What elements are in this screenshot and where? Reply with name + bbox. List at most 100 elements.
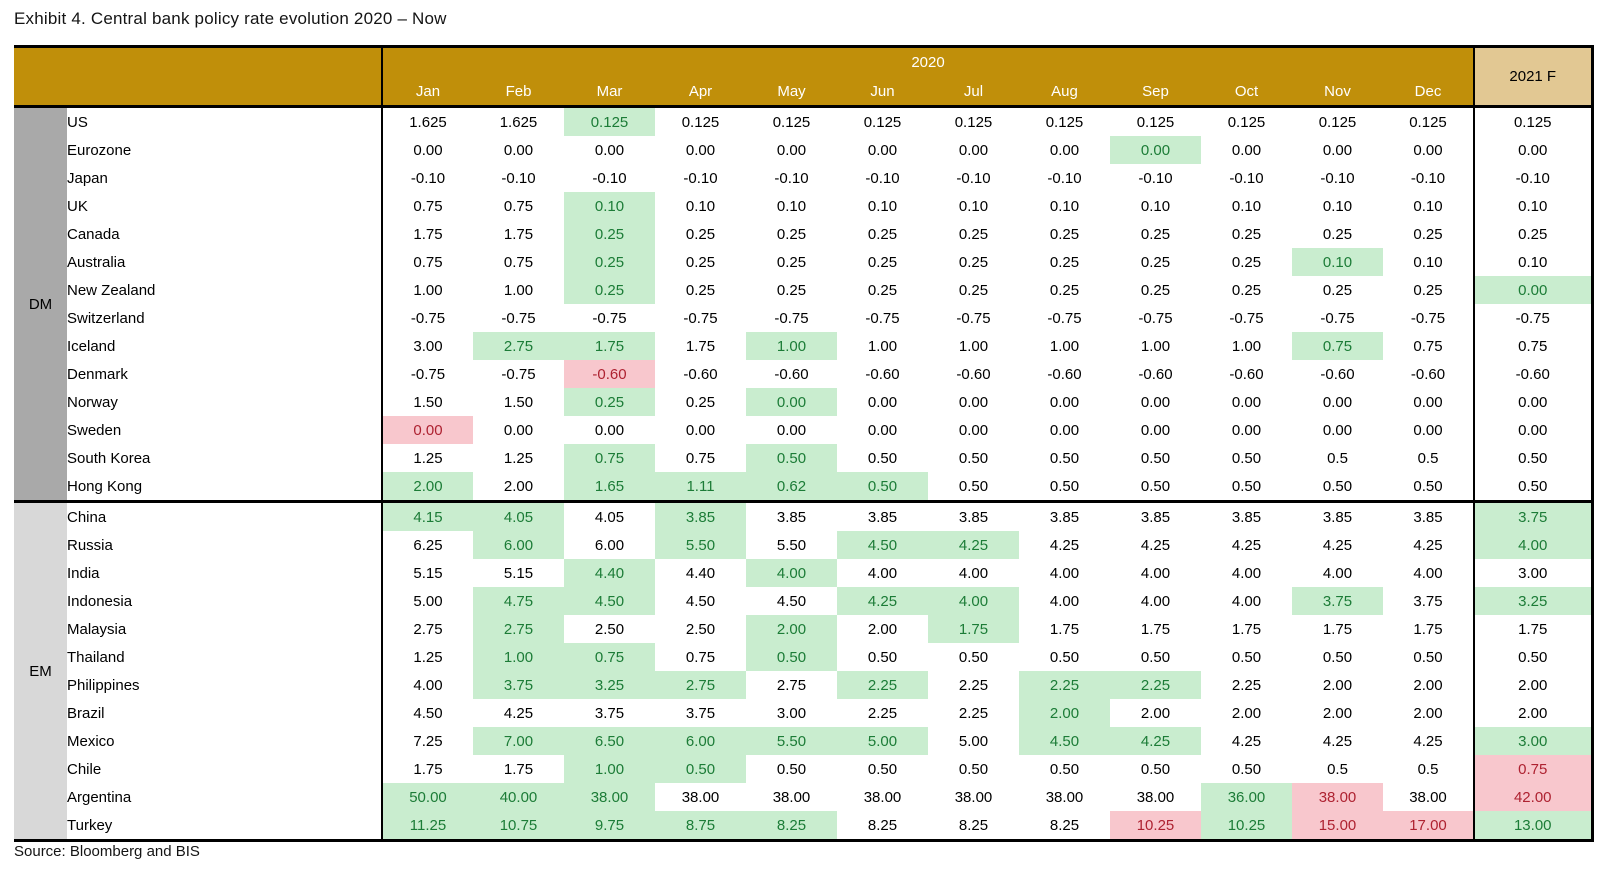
rate-cell: 0.00 [473,416,564,444]
rate-cell: 0.10 [564,192,655,220]
rate-cell: 1.75 [382,755,473,783]
rate-cell: 4.40 [655,559,746,587]
rate-cell: 0.5 [1383,755,1474,783]
rate-cell: 0.00 [1383,416,1474,444]
rate-cell: 0.50 [746,643,837,671]
country-label: Australia [67,248,383,276]
rate-cell: 0.10 [1019,192,1110,220]
rate-cell: 0.125 [1383,106,1474,136]
country-label: India [67,559,383,587]
rate-cell: -0.75 [1110,304,1201,332]
rate-cell: 38.00 [655,783,746,811]
rate-cell: 5.50 [746,727,837,755]
rate-cell: 0.25 [928,276,1019,304]
rate-cell: 0.125 [655,106,746,136]
rate-cell: 1.75 [655,332,746,360]
rate-cell: 2.50 [564,615,655,643]
rate-cell: 3.85 [1201,500,1292,531]
rate-cell: 36.00 [1201,783,1292,811]
rate-cell: -0.60 [1110,360,1201,388]
rate-cell: 4.00 [1110,587,1201,615]
rate-cell: -0.10 [1019,164,1110,192]
rate-cell: 0.50 [1110,755,1201,783]
table-row: Japan -0.10 -0.10 -0.10 -0.10 -0.10 -0.10 -0.10… [14,164,1594,192]
rate-cell: 2.75 [473,332,564,360]
rate-cell: 0.00 [746,136,837,164]
rate-cell: 10.25 [1110,811,1201,841]
rate-cell: -0.60 [1383,360,1474,388]
rate-cell: 1.00 [564,755,655,783]
rate-cell: 38.00 [746,783,837,811]
rate-cell: 0.00 [1019,388,1110,416]
rate-cell: -0.10 [655,164,746,192]
rate-cell: -0.10 [473,164,564,192]
header-corner [14,46,383,108]
forecast-cell: 1.75 [1473,615,1594,643]
country-label: Sweden [67,416,383,444]
rate-cell: 1.25 [473,444,564,472]
country-label: Norway [67,388,383,416]
rate-cell: 8.25 [1019,811,1110,841]
rate-cell: 0.00 [564,416,655,444]
rate-cell: 0.50 [928,755,1019,783]
rate-cell: 0.25 [837,220,928,248]
rate-cell: 0.10 [655,192,746,220]
rate-cell: 4.00 [1292,559,1383,587]
rate-cell: 3.85 [655,500,746,531]
country-label: UK [67,192,383,220]
table-row: Sweden 0.00 0.00 0.00 0.00 0.00 0.00 0.00 0.00 0.… [14,416,1594,444]
rate-cell: 3.85 [837,500,928,531]
table-row: Australia 0.75 0.75 0.25 0.25 0.25 0.25 0.25 0.2… [14,248,1594,276]
rate-cell: 4.25 [1292,727,1383,755]
source-note: Source: Bloomberg and BIS [14,843,200,860]
rate-cell: 0.00 [746,416,837,444]
rate-cell: 4.25 [837,587,928,615]
rate-cell: -0.75 [1383,304,1474,332]
exhibit-title: Exhibit 4. Central bank policy rate evol… [14,9,447,28]
rate-cell: 4.15 [382,500,473,531]
rate-cell: 11.25 [382,811,473,841]
rate-cell: 3.85 [746,500,837,531]
table-row: Chile 1.75 1.75 1.00 0.50 0.50 0.50 0.50 0.50 0.5… [14,755,1594,783]
rate-cell: -0.10 [1110,164,1201,192]
rate-cell: 0.10 [1201,192,1292,220]
rate-cell: 0.125 [746,106,837,136]
rate-cell: -0.60 [928,360,1019,388]
month-header: Nov [1292,77,1383,108]
rate-cell: 4.25 [1201,531,1292,559]
table-row: New Zealand 1.00 1.00 0.25 0.25 0.25 0.25 0.25 0… [14,276,1594,304]
rate-cell: 2.75 [382,615,473,643]
rate-cell: 0.00 [1110,416,1201,444]
rate-cell: 1.75 [382,220,473,248]
table-row: Malaysia 2.75 2.75 2.50 2.50 2.00 2.00 1.75 1.75… [14,615,1594,643]
rate-cell: -0.10 [928,164,1019,192]
rate-cell: 0.50 [837,472,928,502]
forecast-cell: 0.00 [1473,388,1594,416]
rate-cell: -0.60 [1292,360,1383,388]
month-header: Mar [564,77,655,108]
rate-cell: 15.00 [1292,811,1383,841]
rate-cell: 0.50 [655,755,746,783]
rate-cell: 0.50 [837,643,928,671]
rate-cell: -0.75 [382,360,473,388]
country-label: US [67,106,383,136]
rate-cell: 2.25 [928,699,1019,727]
table-row: Argentina 50.00 40.00 38.00 38.00 38.00 38.00 3… [14,783,1594,811]
forecast-cell: 0.00 [1473,416,1594,444]
policy-rate-table: 2020 2021 F Jan Feb Mar Apr May Jun Jul Aug Sep O… [14,45,1594,842]
rate-cell: 4.50 [564,587,655,615]
rate-cell: 3.75 [473,671,564,699]
rate-cell: 38.00 [1110,783,1201,811]
rate-cell: 0.50 [1019,755,1110,783]
rate-cell: 0.75 [1383,332,1474,360]
country-label: Denmark [67,360,383,388]
rate-cell: 4.25 [928,531,1019,559]
rate-cell: 0.125 [1110,106,1201,136]
rate-cell: 2.25 [1110,671,1201,699]
forecast-cell: 0.00 [1473,136,1594,164]
rate-cell: 0.00 [1292,388,1383,416]
rate-cell: 0.50 [1110,643,1201,671]
forecast-cell: 0.50 [1473,643,1594,671]
rate-cell: 0.00 [1383,136,1474,164]
rate-cell: 0.50 [1201,643,1292,671]
